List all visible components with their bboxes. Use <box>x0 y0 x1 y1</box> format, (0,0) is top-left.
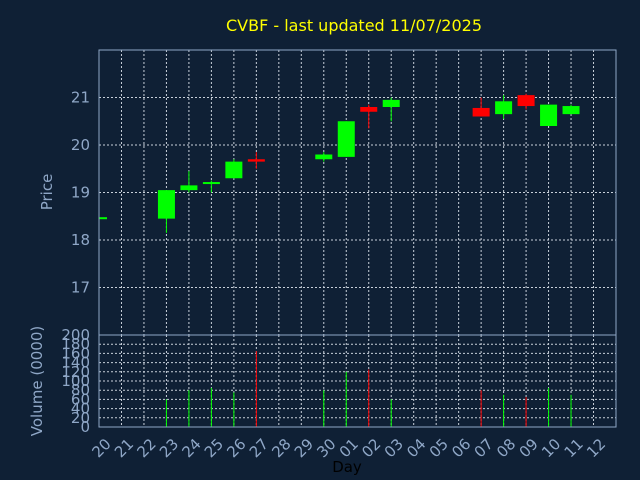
candle-body <box>495 101 513 115</box>
volume-panel-frame <box>98 334 617 428</box>
candle-body <box>337 121 355 157</box>
volume-tick-label: 20 <box>71 409 90 427</box>
price-grid <box>99 50 616 335</box>
volume-tick-label: 100 <box>61 372 90 390</box>
candle-body <box>247 159 265 162</box>
candle-body <box>562 106 580 115</box>
volume-tick-label: 80 <box>71 381 90 399</box>
volume-axis-label: Volume (0000) <box>28 326 46 436</box>
volume-tick-label: 0 <box>80 418 90 436</box>
price-tick-label: 19 <box>71 184 90 202</box>
candle-body <box>157 190 175 219</box>
candle-body <box>472 107 490 117</box>
candle-body <box>225 161 243 179</box>
candle-body <box>180 185 198 191</box>
volume-tick-label: 200 <box>61 326 90 344</box>
candle-body <box>99 217 107 220</box>
volume-tick-label: 140 <box>61 354 90 372</box>
price-tick-label: 18 <box>71 231 90 249</box>
candle-body <box>517 95 535 107</box>
candles <box>99 93 580 233</box>
volume-grid <box>99 335 616 427</box>
chart-title: CVBF - last updated 11/07/2025 <box>226 16 482 35</box>
price-axis-label: Price <box>38 174 56 211</box>
candle-body <box>540 104 558 126</box>
candle-body <box>360 107 378 112</box>
volume-bars <box>165 351 572 427</box>
candle-body <box>382 99 400 107</box>
candle-body <box>202 182 220 185</box>
x-axis-label: Day <box>332 458 362 476</box>
volume-tick-label: 60 <box>71 390 90 408</box>
volume-tick-label: 180 <box>61 335 90 353</box>
volume-tick-label: 120 <box>61 363 90 381</box>
x-tick-label: 12 <box>583 435 609 461</box>
price-tick-label: 20 <box>71 136 90 154</box>
volume-tick-label: 40 <box>71 400 90 418</box>
candle-body <box>315 154 333 160</box>
price-tick-label: 21 <box>71 89 90 107</box>
price-tick-labels: 17 18 19 20 21 <box>71 89 90 297</box>
volume-tick-label: 160 <box>61 344 90 362</box>
price-tick-label: 17 <box>71 279 90 297</box>
